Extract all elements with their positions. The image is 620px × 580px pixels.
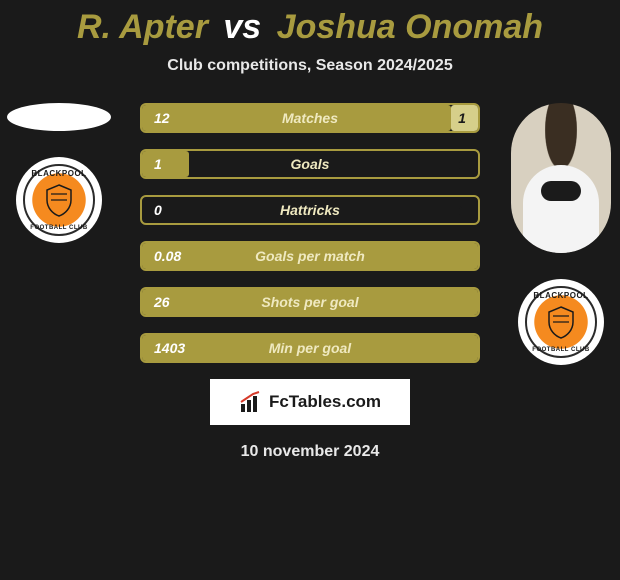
stat-label: Hattricks xyxy=(202,202,417,218)
stats-table: 12Matches11Goals00Hattricks00.08Goals pe… xyxy=(140,103,480,363)
stat-value-left: 0.08 xyxy=(142,248,202,264)
footer-date: 10 november 2024 xyxy=(0,443,620,461)
player2-name: Joshua Onomah xyxy=(277,8,543,46)
right-player-column: BLACKPOOL FOOTBALL CLUB xyxy=(506,103,616,365)
stat-label: Goals per match xyxy=(202,248,417,264)
comparison-content: BLACKPOOL FOOTBALL CLUB BLACKPOOL FOOTBA… xyxy=(0,103,620,363)
stat-row: 12Matches1 xyxy=(140,103,480,133)
club-name-top: BLACKPOOL xyxy=(518,291,604,300)
stat-value-right: 0 xyxy=(418,202,478,218)
club-name-bottom: FOOTBALL CLUB xyxy=(16,225,102,231)
player2-photo xyxy=(511,103,611,253)
comparison-title: R. Apter vs Joshua Onomah xyxy=(0,0,620,47)
stat-value-left: 1 xyxy=(142,156,202,172)
stat-row: 1Goals0 xyxy=(140,149,480,179)
brand-text: FcTables.com xyxy=(269,392,381,412)
stat-row: 26Shots per goal xyxy=(140,287,480,317)
stat-row: 0Hattricks0 xyxy=(140,195,480,225)
club-crest-icon xyxy=(41,182,77,218)
player2-club-badge: BLACKPOOL FOOTBALL CLUB xyxy=(518,279,604,365)
stat-value-left: 26 xyxy=(142,294,202,310)
brand-chart-icon xyxy=(239,390,263,414)
stat-label: Shots per goal xyxy=(202,294,417,310)
player1-club-badge: BLACKPOOL FOOTBALL CLUB xyxy=(16,157,102,243)
stat-value-right: 0 xyxy=(418,156,478,172)
stat-value-left: 0 xyxy=(142,202,202,218)
club-name-top: BLACKPOOL xyxy=(16,169,102,178)
subtitle: Club competitions, Season 2024/2025 xyxy=(0,57,620,75)
stat-row: 1403Min per goal xyxy=(140,333,480,363)
stat-value-left: 1403 xyxy=(142,340,202,356)
stat-row: 0.08Goals per match xyxy=(140,241,480,271)
club-name-bottom: FOOTBALL CLUB xyxy=(518,347,604,353)
player1-photo-placeholder xyxy=(7,103,111,131)
player1-name: R. Apter xyxy=(77,8,208,46)
title-vs: vs xyxy=(223,8,261,46)
stat-value-left: 12 xyxy=(142,110,202,126)
club-crest-icon xyxy=(543,304,579,340)
stat-label: Goals xyxy=(202,156,417,172)
stat-label: Matches xyxy=(202,110,417,126)
left-player-column: BLACKPOOL FOOTBALL CLUB xyxy=(4,103,114,243)
stat-value-right: 1 xyxy=(418,110,478,126)
brand-badge: FcTables.com xyxy=(210,379,410,425)
stat-label: Min per goal xyxy=(202,340,417,356)
